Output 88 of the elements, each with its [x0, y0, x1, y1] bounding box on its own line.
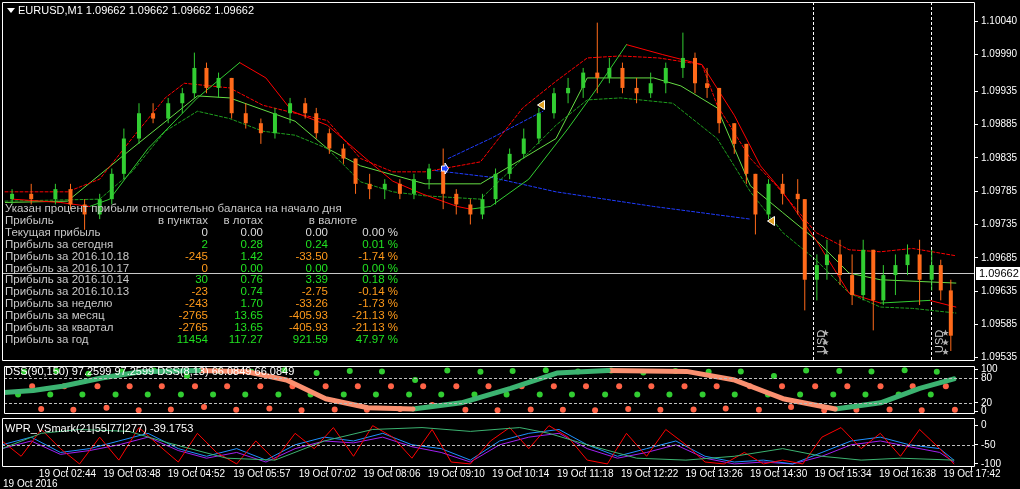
- data-label: 0.01 %: [362, 237, 398, 250]
- x-tick-label: 19 Oct 16:38: [878, 467, 937, 479]
- y-tick-label: 1.09535: [981, 351, 1018, 363]
- data-label: 0.76: [240, 273, 263, 286]
- data-label: 47.97 %: [355, 332, 398, 345]
- data-label: 0.28: [240, 237, 263, 250]
- x-tick-label: 19 Oct 11:18: [556, 467, 614, 479]
- x-tick-label: 19 Oct 10:14: [492, 467, 550, 479]
- text: в пунктах: [157, 214, 208, 226]
- data-label: -405.93: [288, 308, 328, 321]
- x-tick-label: 19 Oct 14:30: [749, 467, 808, 479]
- y-tick-label: 0: [981, 419, 987, 431]
- x-tick-label: 19 Oct 17:42: [943, 467, 1002, 479]
- data-label: 0.00 %: [362, 261, 398, 274]
- x-tick-label: 19 Oct 09:10: [427, 467, 486, 479]
- category-label: Прибыль за сегодня: [5, 237, 114, 250]
- y-tick-label: 1.09685: [981, 251, 1018, 263]
- data-label: -33.26: [295, 297, 328, 310]
- data-label: 0: [201, 226, 208, 238]
- data-label: -405.93: [288, 320, 328, 333]
- x-tick-label: 19 Oct 08:06: [363, 467, 421, 479]
- data-label: -21.13 %: [351, 320, 398, 333]
- ref-line-label: USD: [932, 329, 945, 353]
- category-label: Прибыль за год: [5, 332, 89, 345]
- category-label: Прибыль за 2016.10.14: [5, 273, 130, 286]
- data-label: -2765: [178, 308, 208, 321]
- data-label: 13.65: [234, 308, 263, 321]
- data-label: 0.18 %: [362, 273, 398, 286]
- y-tick-label: 1.09835: [981, 151, 1018, 163]
- chart-title: WPR_VSmark(21|55|77|277) -39.1753: [5, 422, 194, 434]
- data-label: 30: [195, 273, 208, 286]
- y-tick-label: 1.09735: [981, 218, 1018, 230]
- x-tick-label: 19 Oct 04:52: [167, 467, 226, 479]
- data-label: -1.73 %: [358, 297, 398, 310]
- text: Прибыль: [5, 214, 54, 226]
- ref-line-label: 1.09662: [979, 266, 1019, 279]
- data-label: -243: [184, 297, 208, 310]
- data-label: 921.59: [292, 332, 328, 345]
- y-tick-label: 1.09885: [981, 118, 1018, 130]
- text: в валюте: [307, 214, 359, 226]
- data-label: -0.14 %: [358, 285, 398, 298]
- y-tick-label: 1.09635: [981, 284, 1018, 296]
- data-label: -23: [191, 285, 208, 298]
- data-label: 0.74: [240, 285, 263, 298]
- data-label: 0.24: [305, 237, 328, 250]
- data-label: 0.00: [240, 226, 263, 238]
- data-label: 2: [201, 237, 208, 250]
- data-label: 0.00: [305, 226, 328, 238]
- y-tick-label: 1.09785: [981, 184, 1018, 196]
- y-tick-label: -100: [981, 457, 1002, 469]
- x-tick-label: 19 Oct 12:22: [621, 467, 679, 479]
- data-label: -1.74 %: [358, 249, 398, 262]
- data-label: 1.42: [240, 249, 263, 262]
- data-label: 11454: [176, 332, 208, 345]
- y-tick-label: 1.09585: [981, 318, 1018, 330]
- category-label: Прибыль за 2016.10.18: [5, 249, 130, 262]
- y-tick-label: 1.09990: [981, 48, 1018, 60]
- x-tick-label: 19 Oct 07:02: [298, 467, 357, 479]
- data-label: 13.65: [234, 320, 263, 333]
- y-tick-label: -50: [981, 438, 996, 450]
- category-label: Прибыль за 2016.10.13: [5, 285, 130, 298]
- ref-line-label: USD: [814, 329, 827, 353]
- text: в лотах: [223, 214, 263, 226]
- data-label: 0.00: [305, 261, 328, 274]
- data-label: 117.27: [228, 332, 263, 345]
- data-label: 3.39: [305, 273, 328, 286]
- y-tick-label: 1.10040: [981, 15, 1018, 27]
- data-label: 0.00 %: [362, 226, 398, 238]
- data-label: -2765: [178, 320, 208, 333]
- data-label: -21.13 %: [351, 308, 398, 321]
- chart-title: EURUSD,M1 1.09662 1.09662 1.09662 1.09662: [18, 4, 255, 16]
- category-label: Прибыль за квартал: [5, 320, 114, 333]
- category-label: Прибыль за месяц: [5, 308, 105, 321]
- data-label: 0.00: [240, 261, 263, 274]
- x-tick-label: 19 Oct 05:57: [233, 467, 291, 479]
- category-label: Текущая прибыль: [5, 226, 101, 238]
- data-label: -245: [184, 249, 208, 262]
- x-axis-title: 19 Oct 2016: [3, 477, 58, 489]
- y-tick-label: 1.09935: [981, 85, 1018, 96]
- x-tick-label: 19 Oct 02:44: [38, 467, 97, 479]
- data-label: 1.70: [240, 297, 263, 310]
- x-tick-label: 19 Oct 03:48: [103, 467, 161, 479]
- data-label: -33.50: [295, 249, 328, 262]
- x-tick-label: 19 Oct 13:26: [685, 467, 744, 479]
- data-label: 0: [201, 261, 208, 274]
- category-label: Прибыль за неделю: [5, 297, 113, 310]
- data-label: -2.75: [301, 285, 328, 298]
- x-tick-label: 19 Oct 15:34: [814, 467, 873, 479]
